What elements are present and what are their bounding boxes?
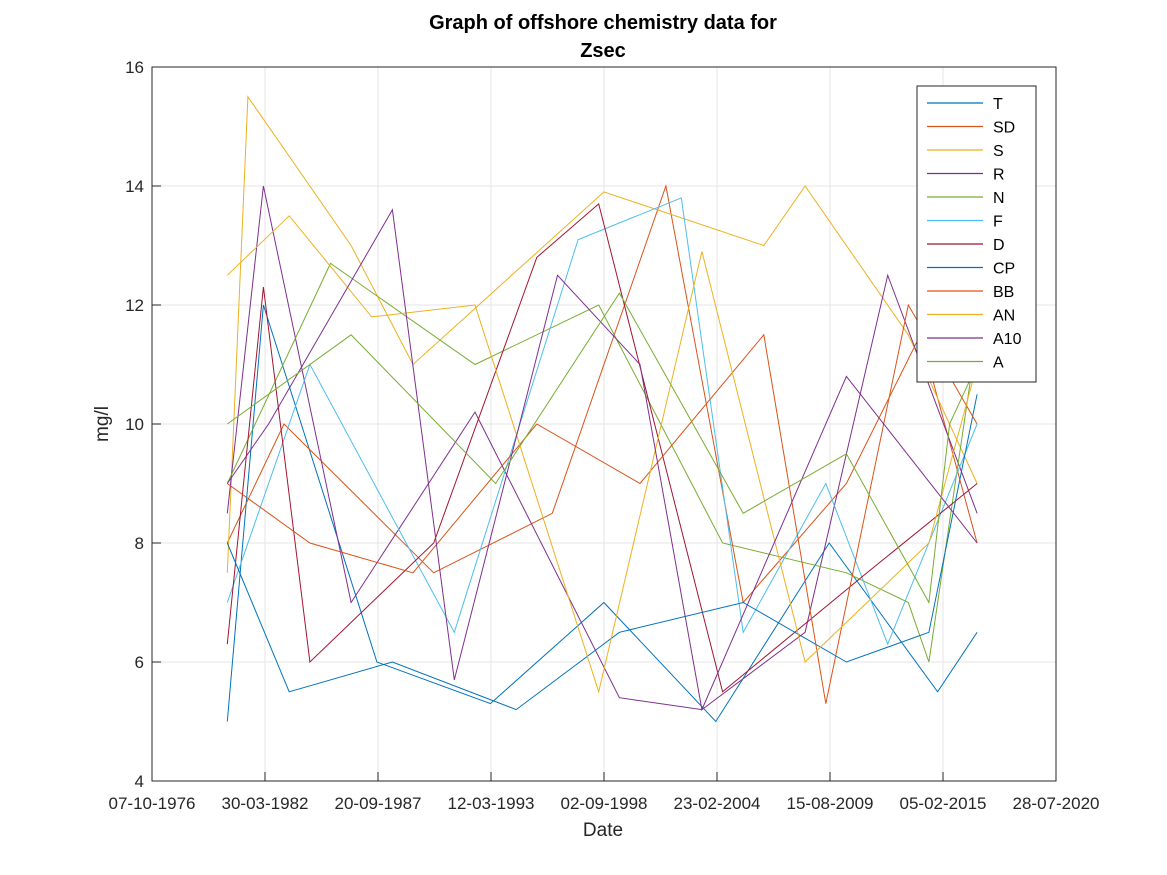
series-line-t	[226, 304, 978, 723]
series-line-sd	[226, 184, 978, 604]
plot-series	[226, 95, 978, 723]
legend-label-a: A	[993, 355, 1004, 372]
x-tick-label: 02-09-1998	[561, 794, 648, 813]
series-line-cp	[226, 394, 978, 711]
x-tick-label: 30-03-1982	[222, 794, 309, 813]
x-tick-label: 07-10-1976	[109, 794, 196, 813]
series-line-d	[226, 202, 978, 693]
legend-label-an: AN	[993, 308, 1015, 325]
grid	[151, 66, 1057, 782]
series-line-a10	[226, 208, 978, 712]
legend-label-cp: CP	[993, 261, 1015, 278]
y-tick-label: 6	[135, 653, 144, 672]
legend-label-bb: BB	[993, 284, 1014, 301]
chart-title-line-1: Graph of offshore chemistry data for	[429, 12, 777, 34]
x-tick-label: 05-02-2015	[900, 794, 987, 813]
x-tick-label: 28-07-2020	[1013, 794, 1100, 813]
series-line-an	[226, 215, 978, 694]
legend-label-f: F	[993, 214, 1003, 231]
chart-title-line-2: Zsec	[580, 40, 626, 62]
legend-label-sd: SD	[993, 120, 1015, 137]
legend-label-d: D	[993, 237, 1005, 254]
x-tick-label: 23-02-2004	[674, 794, 761, 813]
series-line-a	[227, 292, 978, 605]
series-line-bb	[227, 303, 978, 704]
y-tick-label: 12	[125, 296, 144, 315]
x-tick-label: 12-03-1993	[448, 794, 535, 813]
y-tick-label: 8	[135, 534, 144, 553]
axis-ticks: 07-10-1976 30-03-1982 20-09-1987 12-03-1993…	[109, 58, 1100, 813]
y-axis-label: mg/l	[92, 406, 113, 442]
legend-label-a10: A10	[993, 331, 1022, 348]
x-tick-label: 15-08-2009	[787, 794, 874, 813]
x-axis-label: Date	[583, 820, 623, 841]
y-tick-label: 4	[135, 772, 144, 791]
y-tick-label: 10	[125, 415, 144, 434]
legend-label-s: S	[993, 143, 1004, 160]
y-tick-label: 14	[125, 177, 144, 196]
legend-box	[916, 85, 1037, 383]
legend-label-n: N	[993, 190, 1005, 207]
y-tick-label: 16	[125, 58, 144, 77]
series-line-n	[226, 262, 978, 663]
legend-label-t: T	[993, 96, 1003, 113]
series-line-s	[226, 95, 978, 573]
series-line-f	[226, 197, 978, 646]
x-tick-label: 20-09-1987	[335, 794, 422, 813]
legend-label-r: R	[993, 167, 1005, 184]
